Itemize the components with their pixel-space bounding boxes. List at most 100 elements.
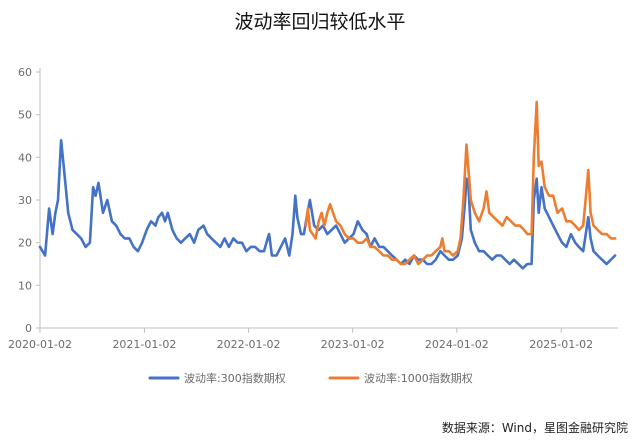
legend-label-1: 波动率:300指数期权: [184, 371, 286, 385]
data-point: [89, 241, 91, 244]
y-tick-label: 40: [18, 151, 32, 164]
data-point: [537, 165, 540, 167]
data-point: [395, 258, 398, 261]
data-point: [537, 211, 540, 214]
data-point: [517, 263, 520, 265]
data-point: [492, 216, 495, 219]
data-point: [530, 263, 533, 265]
data-point: [434, 258, 437, 261]
data-point: [465, 143, 468, 146]
data-point: [241, 241, 243, 244]
data-point: [548, 216, 550, 219]
data-point: [115, 224, 118, 227]
data-point: [565, 220, 568, 223]
data-point: [565, 246, 568, 248]
data-point: [48, 207, 50, 210]
data-point: [408, 263, 411, 265]
data-point: [535, 177, 538, 180]
data-point: [447, 250, 450, 253]
data-point: [526, 233, 529, 236]
data-point: [373, 246, 376, 248]
data-point: [456, 250, 459, 253]
data-point: [587, 169, 590, 172]
data-point: [71, 229, 74, 231]
data-point: [592, 250, 595, 253]
data-point: [614, 237, 616, 240]
data-point: [452, 258, 454, 261]
data-point: [378, 250, 381, 253]
data-point: [601, 258, 603, 261]
data-point: [67, 211, 70, 214]
data-point: [132, 246, 135, 248]
data-point: [469, 199, 472, 201]
data-point: [523, 229, 525, 231]
data-point: [574, 224, 577, 227]
data-point: [57, 199, 59, 201]
data-point: [291, 233, 294, 236]
data-point: [504, 258, 507, 261]
data-point: [365, 237, 368, 240]
data-point: [521, 267, 524, 270]
data-point: [154, 224, 157, 227]
y-tick-label: 60: [18, 66, 32, 79]
y-tick-label: 0: [25, 322, 32, 335]
data-point: [574, 241, 577, 244]
data-point: [459, 237, 462, 240]
data-point: [514, 224, 517, 227]
data-point: [532, 156, 535, 159]
data-point: [296, 216, 299, 219]
data-point: [249, 246, 252, 248]
data-point: [535, 101, 538, 103]
data-point: [373, 237, 376, 240]
data-point: [236, 241, 239, 244]
data-point: [391, 258, 393, 261]
data-point: [582, 250, 585, 253]
data-point: [279, 246, 282, 248]
data-point: [482, 207, 485, 210]
data-point: [501, 224, 504, 227]
data-point: [106, 199, 109, 201]
data-point: [417, 258, 420, 261]
x-tick-label: 2020-01-02: [8, 338, 72, 351]
data-point: [317, 220, 320, 223]
data-point: [426, 254, 428, 257]
data-point: [323, 224, 326, 227]
data-point: [488, 211, 491, 214]
legend: 波动率:300指数期权 波动率:1000指数期权: [148, 371, 473, 385]
data-point: [228, 246, 230, 248]
chart-title: 波动率回归较低水平: [234, 11, 405, 33]
data-point: [150, 220, 152, 223]
data-point: [473, 241, 476, 244]
data-point: [161, 211, 164, 214]
data-point: [552, 194, 555, 197]
data-point: [540, 160, 543, 163]
data-point: [157, 216, 160, 219]
data-point: [145, 229, 148, 231]
data-point: [263, 250, 265, 253]
data-point: [382, 254, 385, 257]
data-point: [361, 241, 364, 244]
data-point: [548, 194, 550, 197]
data-point: [62, 165, 65, 167]
data-point: [343, 241, 346, 244]
data-point: [202, 224, 205, 227]
data-point: [430, 263, 433, 265]
data-point: [491, 258, 494, 261]
series-1: [38, 139, 617, 270]
data-point: [443, 250, 446, 253]
data-point: [500, 254, 502, 257]
data-point: [413, 254, 415, 257]
data-point: [254, 246, 256, 248]
data-point: [294, 194, 297, 197]
x-tick-label: 2023-01-02: [321, 338, 385, 351]
x-tick-label: 2025-01-02: [529, 338, 593, 351]
x-tick-label: 2024-01-02: [425, 338, 489, 351]
data-point: [543, 186, 546, 189]
data-point: [54, 211, 57, 214]
data-point: [356, 220, 359, 223]
data-point: [570, 220, 572, 223]
data-point: [97, 182, 100, 184]
data-point: [332, 211, 334, 214]
data-point: [271, 254, 273, 257]
data-point: [552, 224, 555, 227]
